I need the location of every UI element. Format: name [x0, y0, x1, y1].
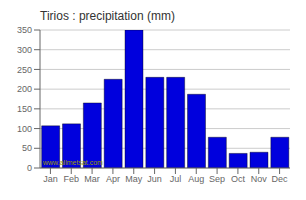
svg-text:150: 150 — [17, 104, 32, 114]
svg-text:50: 50 — [22, 143, 32, 153]
html-text:Tirios : precipitation (mm): Tirios : precipitation (mm) — [40, 9, 175, 23]
svg-text:300: 300 — [17, 45, 32, 55]
svg-text:Dec: Dec — [272, 174, 289, 184]
svg-text:100: 100 — [17, 124, 32, 134]
svg-text:Jan: Jan — [43, 174, 58, 184]
svg-text:Apr: Apr — [106, 174, 120, 184]
svg-text:Oct: Oct — [231, 174, 246, 184]
svg-text:Mar: Mar — [84, 174, 100, 184]
svg-text:200: 200 — [17, 84, 32, 94]
svg-text:Aug: Aug — [188, 174, 204, 184]
html-text:www.allmetsat.com: www.allmetsat.com — [43, 159, 103, 166]
svg-text:350: 350 — [17, 25, 32, 35]
svg-text:Sep: Sep — [209, 174, 225, 184]
svg-text:250: 250 — [17, 65, 32, 75]
svg-text:Jun: Jun — [147, 174, 162, 184]
svg-text:Nov: Nov — [251, 174, 268, 184]
svg-text:May: May — [125, 174, 143, 184]
svg-text:0: 0 — [27, 163, 32, 173]
svg-text:Feb: Feb — [63, 174, 79, 184]
svg-text:Jul: Jul — [170, 174, 182, 184]
